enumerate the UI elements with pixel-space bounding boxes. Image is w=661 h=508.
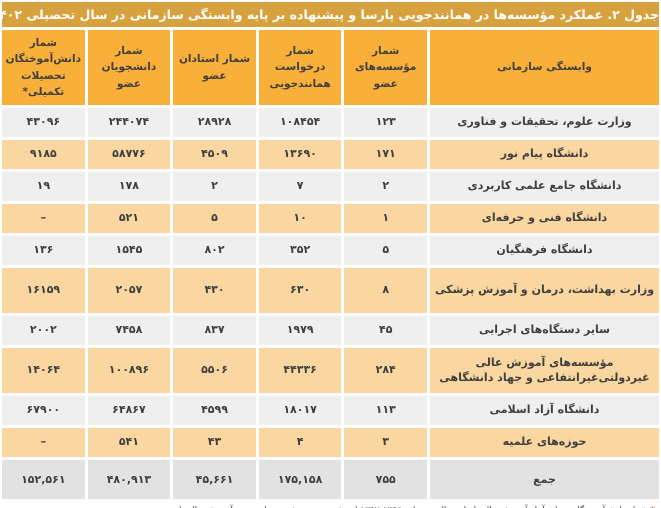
row-label: دانشگاه فرهنگیان: [430, 236, 659, 265]
value-cell: ۱۵۴۵: [87, 236, 171, 265]
value-cell: ۱۱۳: [344, 396, 427, 425]
table-row: حوزه‌های علمیه ۳ ۴ ۴۳ ۵۴۱–: [2, 428, 659, 457]
table-row: سایر دستگاه‌های اجرایی ۴۵ ۱۹۷۹ ۸۳۷ ۷۴۵۸ ۲۰۰۲: [2, 316, 659, 345]
value-cell: ۲۰۰۲: [2, 316, 85, 345]
row-label: وزارت بهداشت، درمان و آموزش پزشکی: [430, 268, 659, 313]
header-cell-member-students: شمار دانشجویان عضو: [87, 30, 171, 105]
value-cell: ۴: [258, 428, 342, 457]
row-label: وزارت علوم، تحقیقات و فناوری: [430, 108, 659, 137]
value-cell: ۱۳۶۹۰: [258, 140, 342, 169]
value-cell: ۲: [344, 172, 427, 201]
value-cell: ۲۸۹۲۸: [173, 108, 256, 137]
value-cell: ۲: [173, 172, 256, 201]
row-label: مؤسسه‌های آموزش عالی غیردولتی‌غیرانتفاعی…: [430, 348, 659, 393]
header-cell-similarity-requests: شمار درخواست همانندجویی: [258, 30, 342, 105]
table-title: جدول ۲. عملکرد مؤسسه‌ها در همانندجویی پا…: [2, 2, 659, 27]
value-cell: ۵: [344, 236, 427, 265]
value-cell: ۴۵: [344, 316, 427, 345]
table-row: دانشگاه فرهنگیان ۵ ۳۵۲ ۸۰۲ ۱۵۴۵ ۱۳۶: [2, 236, 659, 265]
value-cell: ۵۵۰۶: [173, 348, 256, 393]
total-label: جمع: [430, 460, 659, 499]
value-cell: ۴۳۰۹۶: [2, 108, 85, 137]
value-cell: ۱: [344, 204, 427, 233]
total-value-cell: ۱۵۲,۵۶۱: [2, 460, 85, 499]
footnote-star-icon: *: [650, 506, 655, 508]
value-cell: ۱۹: [2, 172, 85, 201]
value-cell: ۱۷۱: [344, 140, 427, 169]
row-label: دانشگاه آزاد اسلامی: [430, 396, 659, 425]
total-value-cell: ۴۵,۶۶۱: [173, 460, 256, 499]
total-value-cell: ۴۸۰,۹۱۳: [87, 460, 171, 499]
value-cell: ۵۲۱: [87, 204, 171, 233]
value-cell: ۱۹۷۹: [258, 316, 342, 345]
table-row: دانشگاه پیام نور ۱۷۱ ۱۳۶۹۰ ۴۵۰۹ ۵۸۷۷۶ ۹۱۸۵: [2, 140, 659, 169]
header-cell-member-institutions: شمار مؤسسه‌های عضو: [344, 30, 427, 105]
value-cell: ۴۳۰: [173, 268, 256, 313]
value-cell: ۴۵۰۹: [173, 140, 256, 169]
table-header-row: وابستگی سازمانی شمار مؤسسه‌های عضو شمار در…: [2, 30, 659, 105]
value-cell: ۳: [344, 428, 427, 457]
value-cell: ۱۰: [258, 204, 342, 233]
value-cell: ۵۸۷۷۶: [87, 140, 171, 169]
table-total-row: جمع ۷۵۵ ۱۷۵,۱۵۸ ۴۵,۶۶۱ ۴۸۰,۹۱۳ ۱۵۲,۵۶۱: [2, 460, 659, 499]
data-table: وابستگی سازمانی شمار مؤسسه‌های عضو شمار در…: [2, 30, 659, 499]
value-cell: ۳۵۲: [258, 236, 342, 265]
value-cell: ۱۶۱۵۹: [2, 268, 85, 313]
total-value-cell: ۷۵۵: [344, 460, 427, 499]
value-cell: ۱۰۰۸۹۶: [87, 348, 171, 393]
value-cell: ۸۰۲: [173, 236, 256, 265]
value-cell: ۸۳۷: [173, 316, 256, 345]
value-cell: ۲۴۴۰۷۴: [87, 108, 171, 137]
value-cell: ۷۴۵۸: [87, 316, 171, 345]
row-label: دانشگاه پیام نور: [430, 140, 659, 169]
row-label: دانشگاه جامع علمی کاربردی: [430, 172, 659, 201]
value-cell: ۱۴۰۶۴: [2, 348, 85, 393]
row-label: حوزه‌های علمیه: [430, 428, 659, 457]
header-cell-member-professors: شمار استادان عضو: [173, 30, 256, 105]
value-cell: ۱۳۶: [2, 236, 85, 265]
table-row: وزارت علوم، تحقیقات و فناوری ۱۲۳ ۱۰۸۴۵۴ ۲۸۹…: [2, 108, 659, 137]
value-cell: ۱۲۳: [344, 108, 427, 137]
header-cell-graduate-alumni: شمار دانش‌آموختگان تحصیلات تکمیلی*: [2, 30, 85, 105]
value-cell: ۵۴۱: [87, 428, 171, 457]
value-cell: ۱۷۸: [87, 172, 171, 201]
table-row: دانشگاه جامع علمی کاربردی ۲ ۷ ۲ ۱۷۸ ۱۹: [2, 172, 659, 201]
table-row: مؤسسه‌های آموزش عالی غیردولتی‌غیرانتفاعی…: [2, 348, 659, 393]
value-cell: ۲۸۴: [344, 348, 427, 393]
value-cell: ۶۳۰: [258, 268, 342, 313]
table-row: دانشگاه آزاد اسلامی ۱۱۳ ۱۸۰۱۷ ۴۵۹۹ ۶۴۸۶۷ ۶۷۹۰…: [2, 396, 659, 425]
value-cell: ۷: [258, 172, 342, 201]
table-row: وزارت بهداشت، درمان و آموزش پزشکی ۸ ۶۳۰ ۴۳۰…: [2, 268, 659, 313]
value-cell: ۱۸۰۱۷: [258, 396, 342, 425]
header-cell-affiliation: وابستگی سازمانی: [430, 30, 659, 105]
value-cell: –: [2, 428, 85, 457]
value-cell: –: [2, 204, 85, 233]
value-cell: ۴۴۳۳۶: [258, 348, 342, 393]
table-row: دانشگاه فنی و حرفه‌ای ۱ ۱۰ ۵ ۵۲۱–: [2, 204, 659, 233]
value-cell: ۶۷۹۰۰: [2, 396, 85, 425]
value-cell: ۸: [344, 268, 427, 313]
value-cell: ۶۴۸۶۷: [87, 396, 171, 425]
value-cell: ۴۳: [173, 428, 256, 457]
value-cell: ۵: [173, 204, 256, 233]
row-label: دانشگاه فنی و حرفه‌ای: [430, 204, 659, 233]
row-label: سایر دستگاه‌های اجرایی: [430, 316, 659, 345]
value-cell: ۲۰۵۷: [87, 268, 171, 313]
total-value-cell: ۱۷۵,۱۵۸: [258, 460, 342, 499]
value-cell: ۱۰۸۴۵۴: [258, 108, 342, 137]
value-cell: ۴۵۹۹: [173, 396, 256, 425]
value-cell: ۹۱۸۵: [2, 140, 85, 169]
